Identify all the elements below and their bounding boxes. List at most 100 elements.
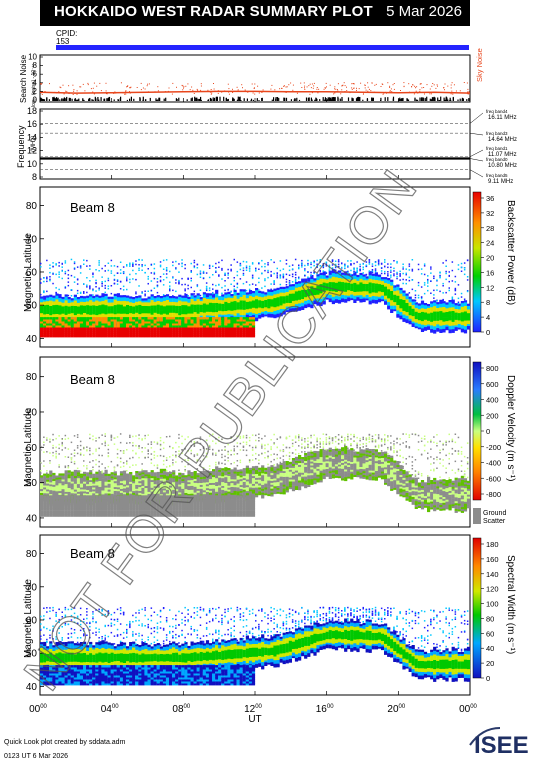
heatmap-cell xyxy=(374,285,378,288)
heatmap-cell xyxy=(460,296,463,298)
heatmap-cell xyxy=(178,325,182,328)
heatmap-cell xyxy=(359,282,363,285)
heatmap-cell xyxy=(245,297,249,301)
heatmap-cell xyxy=(304,280,308,283)
heatmap-cell xyxy=(215,335,219,338)
heatmap-cell xyxy=(113,265,116,267)
heatmap-cell xyxy=(282,286,286,289)
heatmap-cell xyxy=(393,292,397,295)
heatmap-cell xyxy=(67,512,71,515)
heatmap-cell xyxy=(255,297,259,300)
heatmap-cell xyxy=(187,319,191,322)
heatmap-cell xyxy=(356,293,360,296)
heatmap-cell xyxy=(89,474,93,477)
heatmap-cell xyxy=(310,280,314,283)
heatmap-cell xyxy=(153,325,157,328)
heatmap-cell xyxy=(70,295,73,297)
heatmap-cell xyxy=(135,321,139,324)
heatmap-cell xyxy=(73,497,77,500)
heatmap-cell xyxy=(445,291,447,294)
heatmap-cell xyxy=(67,335,71,338)
heatmap-cell xyxy=(129,325,133,328)
heatmap-cell xyxy=(423,282,426,284)
heatmap-cell xyxy=(288,300,292,303)
heatmap-cell xyxy=(113,335,117,338)
heatmap-cell xyxy=(362,276,366,279)
heatmap-cell xyxy=(233,333,237,336)
heatmap-cell xyxy=(162,268,165,270)
heatmap-cell xyxy=(423,324,428,328)
heatmap-cell xyxy=(420,318,425,322)
heatmap-cell xyxy=(79,272,82,274)
heatmap-cell xyxy=(64,319,68,322)
heatmap-cell xyxy=(55,483,59,486)
heatmap-cell xyxy=(208,319,213,322)
heatmap-cell xyxy=(347,260,349,262)
heatmap-cell xyxy=(175,327,179,330)
heatmap-cell xyxy=(40,314,44,317)
heatmap-cell xyxy=(215,319,219,322)
frequency-band-value: 9.11 MHz xyxy=(488,179,513,185)
heatmap-cell xyxy=(276,275,278,277)
heatmap-cell xyxy=(49,470,53,473)
heatmap-cell xyxy=(116,302,120,305)
heatmap-cell xyxy=(52,499,56,502)
heatmap-cell xyxy=(193,327,197,330)
sky-noise-point xyxy=(254,93,256,95)
heatmap-cell xyxy=(98,480,102,483)
heatmap-cell xyxy=(86,277,88,279)
heatmap-cell xyxy=(153,296,157,299)
heatmap-cell xyxy=(208,265,211,267)
heatmap-cell xyxy=(55,487,59,490)
heatmap-cell xyxy=(86,476,90,479)
sky-noise-point xyxy=(431,85,433,87)
noise-ytick-label: 4 xyxy=(33,78,38,87)
heatmap-cell xyxy=(362,274,366,277)
sky-noise-point xyxy=(191,86,193,88)
heatmap-cell xyxy=(402,316,406,319)
heatmap-cell xyxy=(399,275,401,277)
heatmap-cell xyxy=(40,485,44,488)
heatmap-cell xyxy=(457,310,461,314)
heatmap-cell xyxy=(402,294,406,297)
heatmap-cell xyxy=(70,309,74,312)
heatmap-cell xyxy=(273,297,277,300)
sky-noise-point xyxy=(286,86,288,88)
heatmap-cell xyxy=(52,312,56,315)
heatmap-cell xyxy=(55,450,57,453)
heatmap-cell xyxy=(40,298,44,301)
heatmap-cell xyxy=(208,333,213,336)
heatmap-cell xyxy=(73,305,77,308)
sky-noise-point xyxy=(349,92,351,94)
heatmap-cell xyxy=(393,290,397,293)
heatmap-cell xyxy=(119,327,124,330)
heatmap-cell xyxy=(98,312,102,315)
heatmap-cell xyxy=(55,492,59,496)
heatmap-cell xyxy=(356,287,360,290)
heatmap-cell xyxy=(79,505,84,509)
heatmap-cell xyxy=(52,439,54,441)
heatmap-cell xyxy=(417,323,421,326)
heatmap-cell xyxy=(227,304,231,307)
frequency-ytick-label: 8 xyxy=(32,172,37,182)
heatmap-cell xyxy=(322,271,326,274)
heatmap-cell xyxy=(439,316,443,319)
heatmap-cell xyxy=(202,270,205,273)
heatmap-cell xyxy=(202,264,205,266)
heatmap-cell xyxy=(144,311,148,314)
heatmap-cell xyxy=(368,296,372,299)
heatmap-cell xyxy=(55,329,59,332)
heatmap-cell xyxy=(233,302,237,305)
heatmap-cell xyxy=(86,465,88,467)
heatmap-cell xyxy=(144,271,146,274)
heatmap-cell xyxy=(135,308,139,311)
heatmap-cell xyxy=(212,288,214,290)
heatmap-cell xyxy=(49,510,53,513)
heatmap-cell xyxy=(141,300,145,303)
heatmap-cell xyxy=(325,295,329,298)
heatmap-cell xyxy=(221,309,225,312)
heatmap-cell xyxy=(126,323,130,326)
heatmap-cell xyxy=(144,264,146,267)
heatmap-cell xyxy=(448,300,452,303)
search-noise-point xyxy=(417,99,419,101)
